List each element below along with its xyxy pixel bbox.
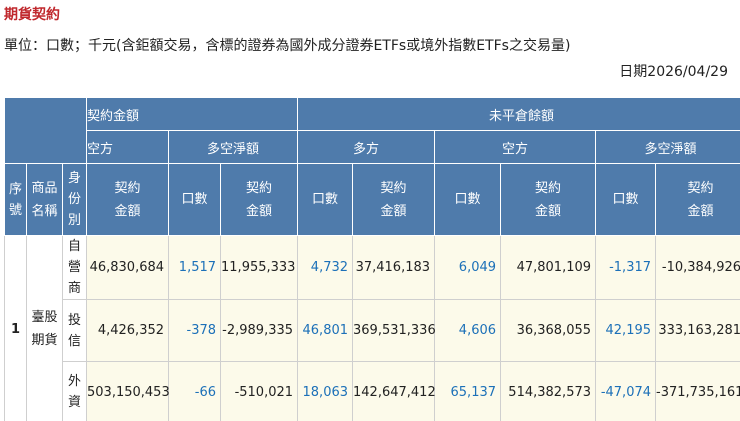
index-cell: 1: [4, 235, 27, 421]
amount-cell: 503,150,453: [86, 361, 170, 421]
column-label: 契約金額: [535, 180, 562, 219]
product-name: 臺股期貨: [31, 310, 58, 348]
column-label: 契約金額: [687, 180, 714, 219]
column-header: 序號: [4, 163, 27, 236]
column-header: 契約金額: [500, 163, 597, 236]
amount-cell: 37,416,183: [352, 235, 436, 300]
column-header: 口數: [595, 163, 657, 236]
amount-cell: 4,426,352: [86, 299, 170, 362]
identity-label: 外資: [67, 374, 81, 410]
column-label: 口數: [181, 192, 208, 207]
contracts-cell: -47,074: [595, 361, 657, 421]
contracts-cell: 46,801: [297, 299, 354, 362]
contracts-cell: 1,517: [168, 235, 222, 300]
sub-header: 多空淨額: [595, 130, 740, 164]
column-header: 契約金額: [655, 163, 740, 236]
sub-header: 多空淨額: [168, 130, 299, 164]
identity-cell: 自營商: [61, 235, 88, 300]
amount-cell: 369,531,336: [352, 299, 436, 362]
column-header: 口數: [297, 163, 354, 236]
column-header: 口數: [168, 163, 222, 236]
unit-note: 單位：口數；千元(含鉅額交易，含標的證券為國外成分證券ETFs或境外指數ETFs…: [4, 38, 571, 54]
identity-label: 投信: [67, 312, 81, 349]
contracts-cell: 6,049: [434, 235, 502, 300]
data-row: 1 臺股期貨 自營商 46,830,684 1,517 11,955,333 4,732 37…: [4, 235, 740, 421]
amount-cell: 333,163,281: [655, 299, 740, 362]
column-header: 商品名稱: [26, 163, 63, 236]
amount-cell: 36,368,055: [500, 299, 597, 362]
sub-header: 多方: [297, 130, 436, 164]
column-label: 口數: [454, 192, 481, 207]
column-label: 商品名稱: [31, 180, 58, 219]
contracts-cell: 65,137: [434, 361, 502, 421]
column-label: 身份別: [67, 171, 81, 228]
column-header: 口數: [434, 163, 502, 236]
header-row: 空方 多空淨額 多方 空方 多空淨額: [5, 130, 740, 164]
data-row: 外資 503,150,453 -66 -510,021 18,063 142,647,41…: [5, 361, 740, 421]
column-header: 契約金額: [352, 163, 436, 236]
date: 日期2026/04/29: [619, 64, 728, 80]
table-viewport: 契約金額 未平倉餘額 空方 多空淨額 多方 空方 多空淨額 序號 商品名稱 身份別 契約金額 口數 契約…: [4, 97, 740, 421]
column-label: 契約金額: [380, 180, 407, 219]
sub-header: 空方: [434, 130, 597, 164]
column-header: 身份別: [61, 163, 88, 236]
amount-cell: -510,021: [220, 361, 299, 421]
product-cell: 臺股期貨: [26, 235, 63, 421]
header-row: 序號 商品名稱 身份別 契約金額 口數 契約金額 口數 契約金額 口數 契約金額 口數 契約金額: [4, 163, 740, 236]
group-header: 契約金額: [86, 97, 299, 131]
identity-cell: 外資: [61, 361, 88, 421]
contracts-cell: 4,606: [434, 299, 502, 362]
sub-header: 空方: [86, 130, 170, 164]
group-header: 未平倉餘額: [297, 97, 740, 131]
contracts-cell: 42,195: [595, 299, 657, 362]
amount-cell: -2,989,335: [220, 299, 299, 362]
header-row: 契約金額 未平倉餘額: [4, 97, 740, 164]
column-label: 口數: [312, 192, 339, 207]
data-table: 契約金額 未平倉餘額 空方 多空淨額 多方 空方 多空淨額 序號 商品名稱 身份別 契約金額 口數 契約…: [4, 97, 740, 421]
header-blank: [4, 97, 88, 164]
amount-cell: -371,735,161: [655, 361, 740, 421]
amount-cell: 142,647,412: [352, 361, 436, 421]
column-label: 序號: [8, 181, 22, 218]
identity-label: 自營商: [67, 239, 81, 296]
column-label: 口數: [612, 192, 639, 207]
column-header: 契約金額: [220, 163, 299, 236]
amount-cell: -10,384,926: [655, 235, 740, 300]
column-header: 契約金額: [86, 163, 170, 236]
identity-cell: 投信: [61, 299, 88, 362]
contracts-cell: -378: [168, 299, 222, 362]
data-row: 投信 4,426,352 -378 -2,989,335 46,801 369,531,3…: [5, 299, 740, 362]
column-label: 契約金額: [114, 180, 141, 219]
contracts-cell: -1,317: [595, 235, 657, 300]
contracts-cell: 4,732: [297, 235, 354, 300]
column-label: 契約金額: [246, 180, 273, 219]
amount-cell: 47,801,109: [500, 235, 597, 300]
contracts-cell: 18,063: [297, 361, 354, 421]
page-title: 期貨契約: [4, 7, 60, 23]
contracts-cell: -66: [168, 361, 222, 421]
amount-cell: 46,830,684: [86, 235, 170, 300]
amount-cell: 11,955,333: [220, 235, 299, 300]
amount-cell: 514,382,573: [500, 361, 597, 421]
